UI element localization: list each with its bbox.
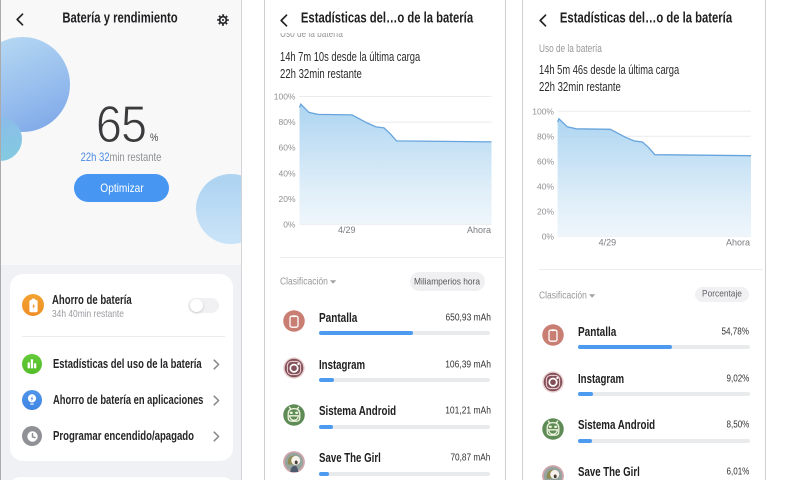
- svg-text:40%: 40%: [278, 168, 295, 178]
- svg-text:0%: 0%: [283, 220, 296, 230]
- svg-text:20%: 20%: [278, 194, 295, 204]
- svg-text:20%: 20%: [537, 206, 554, 216]
- svg-text:Ahora: Ahora: [726, 238, 750, 248]
- svg-text:Ahora: Ahora: [467, 225, 491, 235]
- svg-text:4/29: 4/29: [338, 225, 356, 235]
- svg-text:80%: 80%: [537, 131, 554, 141]
- svg-text:60%: 60%: [537, 156, 554, 166]
- svg-text:40%: 40%: [537, 181, 554, 191]
- svg-text:60%: 60%: [278, 143, 295, 153]
- svg-text:100%: 100%: [532, 106, 554, 116]
- svg-text:100%: 100%: [274, 92, 296, 102]
- svg-text:4/29: 4/29: [599, 238, 617, 248]
- svg-text:0%: 0%: [542, 231, 555, 241]
- svg-text:80%: 80%: [278, 117, 295, 127]
